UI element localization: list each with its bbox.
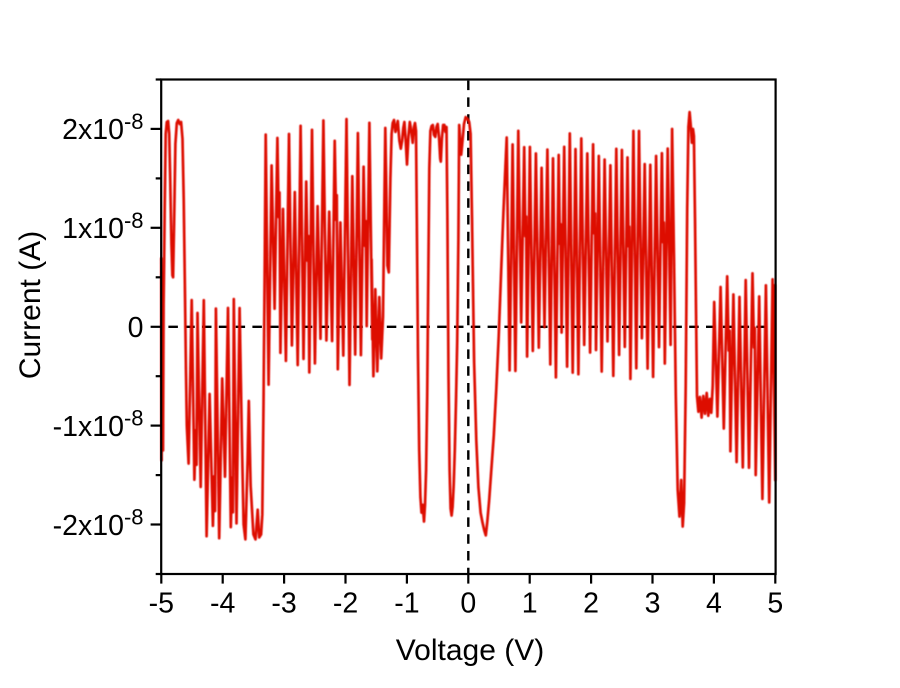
svg-text:0: 0 [128, 312, 144, 344]
svg-text:Current (A): Current (A) [14, 231, 47, 379]
svg-text:3: 3 [645, 588, 661, 620]
svg-text:5: 5 [767, 588, 783, 620]
svg-text:Voltage (V): Voltage (V) [396, 634, 544, 667]
svg-text:0: 0 [460, 588, 476, 620]
svg-text:1x10-8: 1x10-8 [62, 208, 143, 245]
svg-text:-2: -2 [333, 588, 358, 620]
svg-text:2: 2 [583, 588, 599, 620]
svg-text:-3: -3 [271, 588, 296, 620]
svg-text:-4: -4 [210, 588, 235, 620]
svg-text:4: 4 [706, 588, 722, 620]
svg-text:-1: -1 [394, 588, 419, 620]
svg-text:1: 1 [522, 588, 538, 620]
svg-text:-5: -5 [149, 588, 174, 620]
